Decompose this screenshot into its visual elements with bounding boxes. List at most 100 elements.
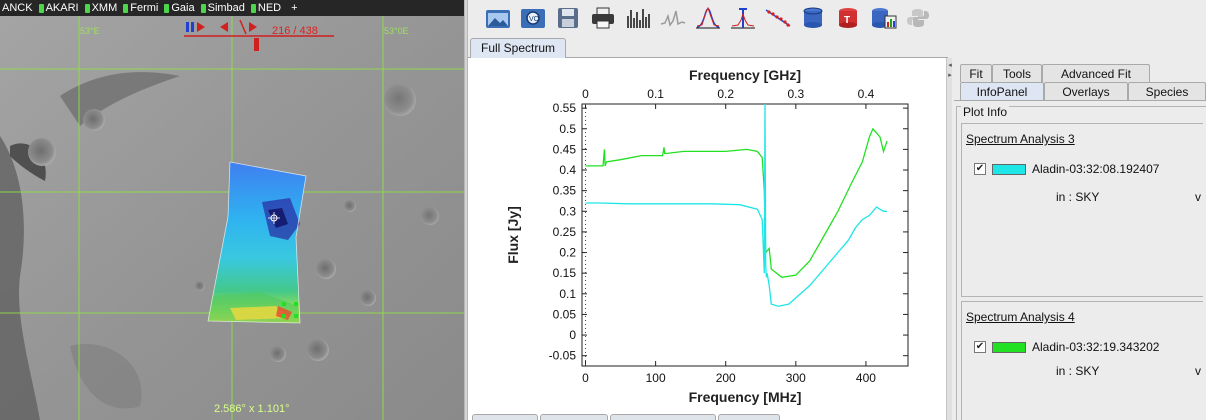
database-button[interactable] [797,3,829,33]
tab-advanced-fit[interactable]: Advanced Fit [1042,64,1150,82]
rotational-diagram-button[interactable] [762,3,794,33]
bottom-tab-1[interactable] [472,414,538,420]
main-tab-bar: Full Spectrum [468,36,948,58]
frame-slider[interactable] [184,19,334,51]
survey-ned[interactable]: NED [250,2,281,14]
open-file-button[interactable] [482,3,514,33]
analysis-4-frame: in : SKY [1056,364,1100,378]
analysis-4-checkbox[interactable]: ✔ [974,341,986,353]
x-tick-label: 200 [716,371,736,385]
y-tick-label: 0.25 [553,225,577,239]
line-list-icon [624,6,652,30]
survey-label: AKARI [45,2,79,14]
spectrum-gray-button[interactable] [657,3,689,33]
bottom-tab-strip [472,414,812,420]
y-tick-label: 0.3 [559,204,576,218]
vo-search-icon: VO [519,6,547,30]
database-chart-button[interactable] [867,3,899,33]
line-list-button[interactable] [622,3,654,33]
y-tick-label: 0.55 [553,101,577,115]
add-survey-button[interactable]: + [291,2,298,14]
x-tick-label: 400 [856,371,876,385]
analysis-3-frame: in : SKY [1056,190,1100,204]
x2-tick-label: 0.3 [787,87,804,101]
survey-anck[interactable]: ANCK [2,2,33,14]
analysis-3-trail: v [1195,190,1201,204]
plot-area[interactable] [581,103,909,367]
splitter-left-arrow-icon[interactable]: ◂ [948,62,952,69]
survey-status-icon [38,3,44,13]
bottom-tab-2[interactable] [540,414,608,420]
survey-fermi[interactable]: Fermi [123,2,158,14]
database-icon [799,6,827,30]
fit-gaussian-button[interactable] [692,3,724,33]
survey-bar: ANCK AKARI XMM Fermi Gaia Simbad NED + [0,0,464,16]
spectrum-series-2[interactable] [585,103,888,307]
analysis-4-color-swatch[interactable] [992,341,1026,353]
cube-overlay[interactable] [207,161,307,324]
line-identification-button[interactable] [727,3,759,33]
rotational-diagram-icon [764,6,792,30]
bottom-tab-3[interactable] [610,414,716,420]
sky-image[interactable]: 53°E 53°0E 216 / 438 [0,16,464,420]
y-tick-label: 0.1 [559,287,576,301]
survey-label: ANCK [2,2,33,14]
plot-panel[interactable]: -0.05 0 0.05 0.1 0.15 0.2 0.25 0.3 0.35 0.4 0.45 0.… [468,58,946,420]
splitter-right-arrow-icon[interactable]: ▸ [948,72,952,79]
template-button[interactable]: T [832,3,864,33]
print-button[interactable] [587,3,619,33]
tab-fit[interactable]: Fit [960,64,992,82]
folder-image-icon [484,6,512,30]
y-axis-label: Flux [Jy] [505,206,521,264]
tab-tools[interactable]: Tools [992,64,1042,82]
save-button[interactable] [552,3,584,33]
analysis-title-3[interactable]: Spectrum Analysis 3 [966,132,1075,146]
spectrum-plot[interactable]: -0.05 0 0.05 0.1 0.15 0.2 0.25 0.3 0.35 0.4 0.45 0.… [468,58,946,420]
survey-status-icon [164,3,170,13]
tabs-underline [954,100,1206,101]
analysis-3-color-swatch[interactable] [992,163,1026,175]
python-button[interactable] [902,3,934,33]
aladin-sky-view[interactable]: ANCK AKARI XMM Fermi Gaia Simbad NED + [0,0,464,420]
bottom-tab-4[interactable] [718,414,780,420]
split-divider[interactable] [464,0,468,420]
line-id-icon [729,6,757,30]
spectrum-series-1[interactable] [585,127,888,278]
svg-text:T: T [844,15,850,26]
tab-species[interactable]: Species [1128,82,1206,100]
y-tick-label: -0.05 [549,349,577,363]
survey-gaia[interactable]: Gaia [164,2,195,14]
x-tick-label: 300 [786,371,806,385]
tab-overlays[interactable]: Overlays [1044,82,1128,100]
survey-simbad[interactable]: Simbad [200,2,245,14]
survey-label: Gaia [171,2,195,14]
python-icon [904,6,932,30]
survey-xmm[interactable]: XMM [84,2,117,14]
x2-tick-label: 0.1 [647,87,664,101]
grid-label-2: 53°0E [384,26,409,36]
analysis-title-4[interactable]: Spectrum Analysis 4 [966,310,1075,324]
x2-tick-label: 0 [582,87,589,101]
y-tick-label: 0.35 [553,184,577,198]
frame-counter: 216 / 438 [272,25,318,37]
panel-splitter[interactable]: ◂ ▸ [946,58,952,420]
toolbar: VO T [468,0,1206,36]
plot-info-group: Plot Info Spectrum Analysis 3 ✔ Aladin-0… [956,105,1206,420]
survey-akari[interactable]: AKARI [38,2,79,14]
survey-status-icon [123,3,129,13]
open-vo-button[interactable]: VO [517,3,549,33]
survey-label: Fermi [130,2,159,14]
analysis-box-4: Spectrum Analysis 4 ✔ Aladin-03:32:19.34… [961,301,1203,420]
printer-icon [589,6,617,30]
x2-axis-label: Frequency [GHz] [689,67,801,83]
y-tick-label: 0.5 [559,122,576,136]
x-tick-label: 0 [582,371,589,385]
analysis-3-checkbox[interactable]: ✔ [974,163,986,175]
tab-full-spectrum[interactable]: Full Spectrum [470,38,567,58]
x-tick-label: 100 [646,371,666,385]
tab-infopanel[interactable]: InfoPanel [960,82,1044,100]
side-panel: Fit Tools Advanced Fit InfoPanel Overlay… [954,58,1206,420]
analysis-4-name: Aladin-03:32:19.343202 [1032,340,1160,354]
template-icon: T [834,6,862,30]
spectrum-app: VO T Full Spectrum -0.05 0 0.05 0.1 0.15 0.2 0.… [468,0,1206,420]
